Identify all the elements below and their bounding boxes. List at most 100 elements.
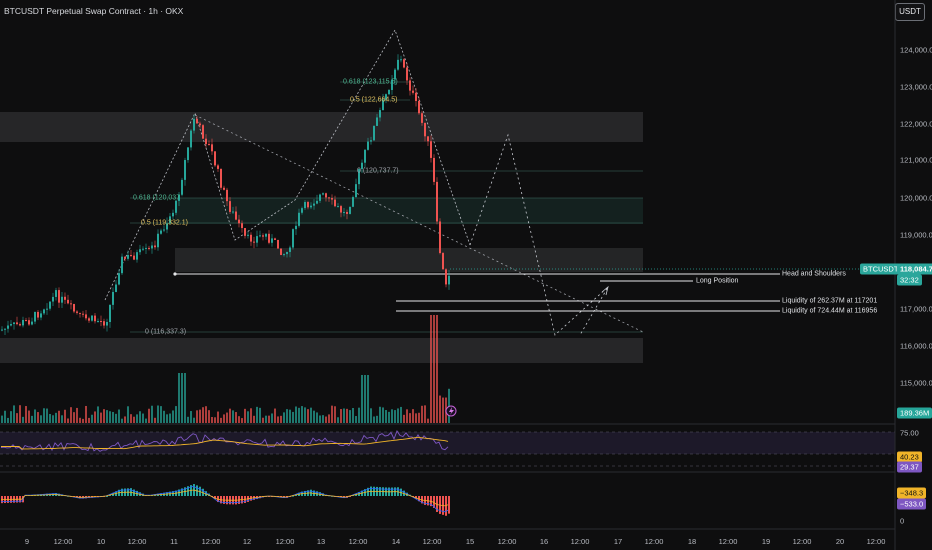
candle xyxy=(391,79,393,90)
candle xyxy=(142,248,144,250)
candle xyxy=(319,194,321,201)
volume-bar xyxy=(337,417,339,423)
candle xyxy=(421,113,423,123)
volume-bar xyxy=(397,408,399,423)
volume-bar xyxy=(226,412,228,423)
candle xyxy=(349,206,351,214)
volume-bar xyxy=(265,415,267,423)
volume-bar xyxy=(166,414,168,423)
candle xyxy=(64,296,66,300)
candle xyxy=(43,309,45,314)
candle xyxy=(340,206,342,213)
candle xyxy=(88,318,90,321)
volume-bar xyxy=(43,408,45,423)
head-and-shoulders-label[interactable]: Head and Shoulders xyxy=(782,270,846,278)
volume-bar xyxy=(112,411,114,423)
time-label: 15 xyxy=(465,537,475,546)
volume-bar xyxy=(211,416,213,423)
volume-bar xyxy=(25,406,27,423)
price-label: 117,000.0 xyxy=(900,304,932,314)
volume-bar xyxy=(391,409,393,423)
time-label: 12 xyxy=(242,537,252,546)
time-label: 12:00 xyxy=(792,537,812,546)
candle xyxy=(220,168,222,188)
time-label: 12:00 xyxy=(718,537,738,546)
candle xyxy=(112,291,114,305)
rsi-line xyxy=(0,430,449,452)
volume-bar xyxy=(130,414,132,423)
candle xyxy=(283,254,285,256)
time-label: 19 xyxy=(761,537,771,546)
pattern-outline xyxy=(104,29,471,301)
volume-bar xyxy=(385,410,387,423)
volume-bar xyxy=(433,315,435,423)
candle xyxy=(322,193,324,195)
candle xyxy=(193,118,195,131)
candle xyxy=(373,125,375,141)
volume-bar xyxy=(223,414,225,423)
candle xyxy=(115,284,117,292)
volume-bar xyxy=(244,408,246,423)
candle xyxy=(331,198,333,200)
volume-bar xyxy=(115,413,117,423)
fib-label: 0.5 (119,332.1) xyxy=(141,219,188,227)
volume-bar xyxy=(286,409,288,423)
candle xyxy=(307,202,309,208)
price-label: 121,000.0 xyxy=(900,155,932,165)
volume-bar xyxy=(49,413,51,423)
volume-bar xyxy=(175,406,177,423)
candle xyxy=(439,221,441,254)
candle xyxy=(256,236,258,243)
candle xyxy=(271,238,273,243)
anchor-point[interactable] xyxy=(173,272,177,276)
time-label: 12:00 xyxy=(53,537,73,546)
volume-bar xyxy=(382,407,384,423)
volume-bar xyxy=(88,417,90,423)
candle xyxy=(433,157,435,182)
volume-bar xyxy=(28,410,30,423)
macd-signal-line xyxy=(0,489,449,507)
volume-bar xyxy=(304,407,306,423)
volume-bars xyxy=(1,315,450,423)
candle xyxy=(70,303,72,305)
volume-bar xyxy=(355,416,357,423)
volume-bar xyxy=(157,405,159,423)
long-position-label[interactable]: Long Position xyxy=(696,277,739,285)
time-label: 12:00 xyxy=(422,537,442,546)
candle xyxy=(109,304,111,323)
volume-bar xyxy=(298,407,300,423)
candle xyxy=(403,59,405,68)
candle xyxy=(124,256,126,259)
time-label: 10 xyxy=(96,537,106,546)
time-label: 12:00 xyxy=(348,537,368,546)
volume-bar xyxy=(16,413,18,423)
volume-bar xyxy=(97,406,99,423)
candle xyxy=(31,321,33,325)
volume-bar xyxy=(289,409,291,423)
candle xyxy=(436,181,438,222)
volume-bar xyxy=(349,410,351,423)
volume-bar xyxy=(388,411,390,423)
liquidity-label-2[interactable]: Liquidity of 724.44M at 116956 xyxy=(782,307,878,315)
candle xyxy=(40,313,42,318)
candle xyxy=(34,311,36,322)
candle xyxy=(136,252,138,260)
candle xyxy=(94,315,96,322)
rsi-signal-badge: 40.23 xyxy=(897,451,922,463)
volume-bar xyxy=(328,414,330,423)
candle xyxy=(16,322,18,325)
candle xyxy=(262,235,264,237)
candle xyxy=(73,304,75,312)
liquidity-label-1[interactable]: Liquidity of 262.37M at 117201 xyxy=(782,297,878,305)
volume-bar xyxy=(367,375,369,423)
rsi-value-badge: 29.37 xyxy=(897,461,922,473)
rsi-ma-line xyxy=(1,436,449,450)
price-label: 123,000.0 xyxy=(900,82,932,92)
volume-bar xyxy=(400,406,402,423)
macd-bar xyxy=(214,496,216,500)
candle xyxy=(442,253,444,270)
volume-bar xyxy=(136,414,138,423)
volume-bar xyxy=(424,405,426,423)
volume-bar xyxy=(334,406,336,423)
